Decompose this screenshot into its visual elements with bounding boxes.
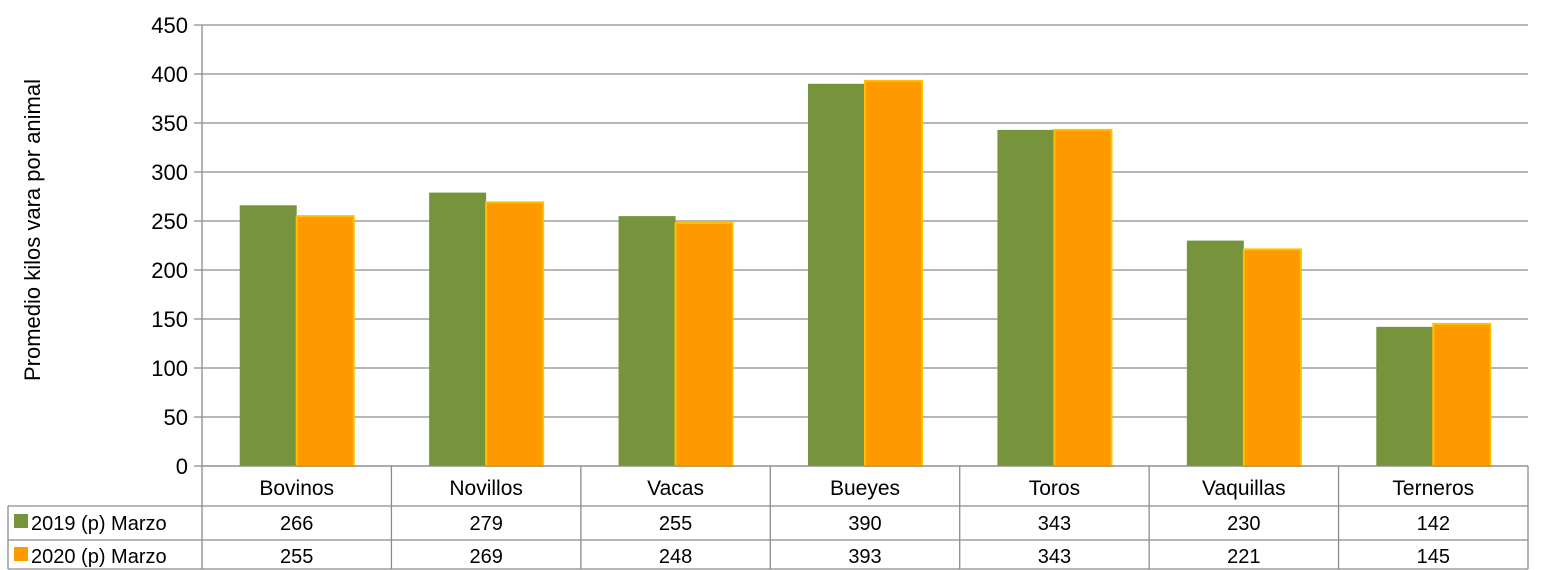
bar-2019-bueyes xyxy=(808,83,865,467)
data-table-value: 248 xyxy=(659,546,692,568)
data-table: Bovinos Novillos Vacas Bueyes Toros Vaquillas… xyxy=(7,465,1529,570)
bar-2019-bovinos xyxy=(239,205,297,466)
legend-label: 2020 (p) Marzo xyxy=(31,546,167,568)
category-label: Novillos xyxy=(449,477,523,500)
y-tick-label: 150 xyxy=(151,307,188,332)
bar-2019-novillos xyxy=(429,192,487,466)
bar-2019-toros xyxy=(997,129,1055,467)
legend-label: 2019 (p) Marzo xyxy=(31,513,167,535)
category-label: Toros xyxy=(1029,477,1080,500)
y-tick-label: 0 xyxy=(176,454,188,479)
data-table-value: 230 xyxy=(1227,513,1260,535)
data-table-value: 279 xyxy=(469,513,502,535)
y-tick-label: 200 xyxy=(151,258,188,283)
bar-2019-terneros xyxy=(1376,326,1434,466)
data-table-value: 393 xyxy=(848,546,881,568)
data-table-value: 255 xyxy=(659,513,692,535)
data-table-value: 343 xyxy=(1038,513,1071,535)
category-label: Terneros xyxy=(1392,477,1474,500)
data-table-value: 390 xyxy=(848,513,881,535)
bar-2020-toros xyxy=(1053,128,1113,468)
data-table-value: 255 xyxy=(280,546,313,568)
bar-2020-novillos xyxy=(485,201,545,467)
bars xyxy=(239,79,1492,468)
y-tick-labels: 0 50 100 150 200 250 300 350 400 450 xyxy=(151,13,188,479)
category-label: Vacas xyxy=(647,477,704,500)
y-tick-label: 450 xyxy=(151,13,188,38)
data-table-value: 145 xyxy=(1417,546,1450,568)
y-tick-label: 250 xyxy=(151,209,188,234)
legend-swatch xyxy=(14,514,28,528)
category-label: Vaquillas xyxy=(1202,477,1286,500)
data-table-value: 142 xyxy=(1417,513,1450,535)
data-table-value: 269 xyxy=(469,546,502,568)
y-tick-label: 50 xyxy=(164,405,188,430)
y-tick-label: 400 xyxy=(151,62,188,87)
y-tick-label: 350 xyxy=(151,111,188,136)
bar-2020-vacas xyxy=(674,221,734,467)
bar-2020-terneros xyxy=(1432,322,1492,467)
bar-2019-vaquillas xyxy=(1186,240,1244,466)
data-table-value: 221 xyxy=(1227,546,1260,568)
category-label: Bovinos xyxy=(259,477,334,500)
y-axis-label: Promedio kilos vara por animal xyxy=(20,79,45,381)
bar-2020-vaquillas xyxy=(1242,248,1302,467)
bar-2020-bovinos xyxy=(295,215,355,467)
y-tick-label: 300 xyxy=(151,160,188,185)
bar-2019-vacas xyxy=(618,216,676,466)
bar-2020-bueyes xyxy=(864,79,923,468)
legend-swatch xyxy=(14,547,28,561)
data-table-value: 343 xyxy=(1038,546,1071,568)
data-table-value: 266 xyxy=(280,513,313,535)
y-tick-label: 100 xyxy=(151,356,188,381)
category-label: Bueyes xyxy=(830,477,900,500)
